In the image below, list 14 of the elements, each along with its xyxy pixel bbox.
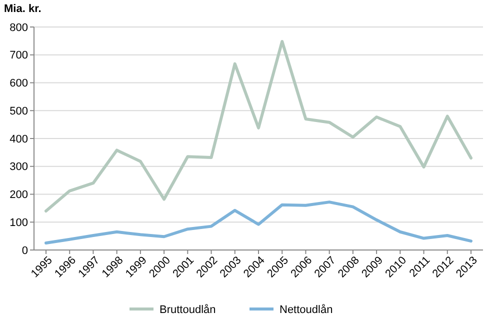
y-tick-label: 0 — [22, 244, 28, 257]
y-tick-label: 100 — [10, 216, 28, 229]
y-tick-label: 200 — [10, 189, 28, 202]
y-tick-label: 300 — [10, 161, 28, 174]
y-tick-label: 600 — [10, 78, 28, 90]
y-tick-label: 500 — [10, 105, 28, 118]
legend-label: Nettoudlån — [280, 304, 333, 316]
line-series — [44, 40, 472, 212]
line-series — [44, 200, 472, 245]
y-tick-label: 400 — [10, 133, 28, 146]
y-axis-title: Mia. kr. — [4, 3, 42, 15]
y-tick-label: 800 — [10, 22, 28, 34]
legend-label: Bruttoudlån — [160, 304, 216, 316]
y-tick-label: 700 — [10, 50, 28, 62]
